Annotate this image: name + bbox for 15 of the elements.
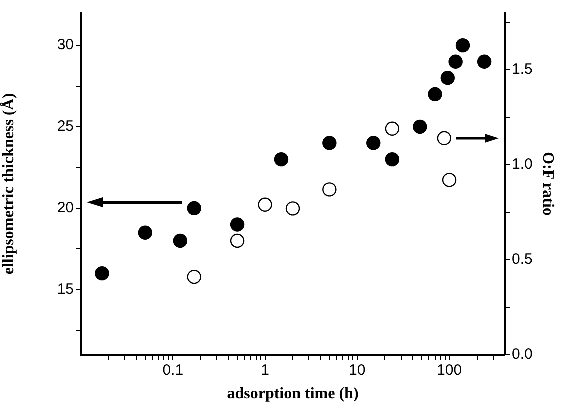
- y2-tick-label: 0.5: [512, 251, 533, 268]
- y2-tick-label: 1.5: [512, 61, 533, 78]
- y-tick-label: 20: [57, 200, 74, 217]
- y2-axis-title: O:F ratio: [539, 152, 556, 216]
- x-tick-label: 0.1: [162, 362, 184, 380]
- y-tick-label: 15: [57, 281, 74, 298]
- y-axis-title: ellipsometric thickness (Å): [0, 93, 18, 275]
- text: 1.0: [512, 156, 533, 174]
- text: 0.0: [512, 346, 533, 364]
- x-tick-label: 10: [349, 362, 366, 380]
- y-tick-label: 30: [57, 36, 74, 54]
- x-tick-label: 1: [261, 362, 270, 380]
- x-axis-title: adsorption time (h): [227, 386, 359, 403]
- x-tick-label: 100: [437, 362, 462, 380]
- y-tick-label: 25: [57, 118, 74, 136]
